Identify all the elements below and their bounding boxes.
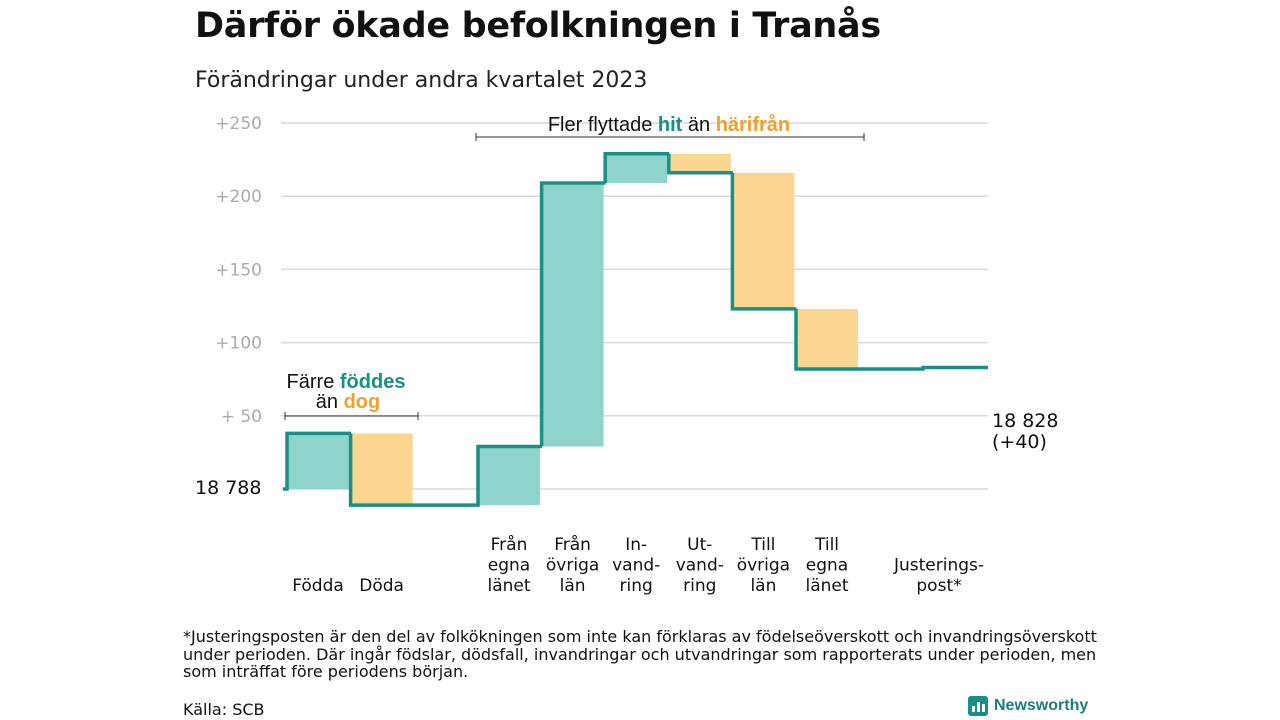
- x-axis-label: Ut-: [687, 535, 712, 555]
- x-axis-label: länet: [805, 576, 848, 596]
- x-axis-label: Till: [750, 535, 775, 555]
- waterfall-bar: [541, 183, 604, 447]
- waterfall-bar: [605, 153, 668, 184]
- x-axis-label: Till: [814, 535, 839, 555]
- x-axis-label: län: [560, 576, 586, 596]
- x-axis-label: övriga: [546, 556, 599, 576]
- annotations: Fler flyttade hit än härifrån Färre född…: [284, 113, 865, 420]
- x-axis-label: Från: [554, 534, 591, 555]
- waterfall-bar: [668, 153, 731, 173]
- brand-name: Newsworthy: [994, 697, 1089, 714]
- births-annotation-line2: än dog: [316, 391, 380, 413]
- x-axis-label: vand-: [612, 556, 660, 576]
- x-axis-label: Från: [491, 534, 528, 555]
- x-axis-label: egna: [806, 556, 848, 576]
- births-bracket: [284, 412, 419, 420]
- x-axis-label: Födda: [292, 576, 344, 596]
- brand: Newsworthy: [968, 696, 1088, 716]
- y-tick-label: +100: [215, 334, 262, 354]
- y-tick-label: + 50: [221, 407, 262, 427]
- end-value-label: 18 828: [992, 410, 1058, 432]
- waterfall-bars: [287, 153, 858, 506]
- x-axis-labels: Födda DödaFrånegnalänetFrånövrigalänIn-va…: [292, 534, 984, 596]
- births-annotation-line1: Färre föddes: [287, 371, 406, 393]
- x-axis-label: ring: [683, 576, 716, 596]
- footnote: *Justeringsposten är den del av folkökni…: [183, 627, 1097, 681]
- x-axis-label: vand-: [676, 556, 724, 576]
- x-axis-label: Döda: [359, 576, 404, 596]
- bar-chart-logo-icon: [968, 696, 988, 716]
- cumulative-line: [283, 151, 988, 507]
- cumulative-step-line: [283, 151, 988, 507]
- chart-subtitle: Förändringar under andra kvartalet 2023: [195, 68, 648, 93]
- y-tick-label: +250: [215, 114, 262, 134]
- end-change-label: (+40): [992, 431, 1047, 453]
- waterfall-chart: +250+200+150+100+ 50 Födda DödaFrånegnalä…: [195, 113, 1058, 596]
- chart-title: Därför ökade befolkningen i Tranås: [195, 6, 881, 46]
- x-axis-label: ring: [620, 576, 653, 596]
- x-axis-label: övriga: [737, 556, 790, 576]
- x-axis-label: egna: [488, 556, 530, 576]
- moves-bracket: [475, 133, 865, 141]
- y-tick-label: +200: [215, 187, 262, 207]
- y-axis-ticks: +250 +200 +150 +100 + 50: [215, 114, 262, 427]
- source-label: Källa: SCB: [183, 700, 265, 719]
- x-axis-label: post*: [916, 576, 961, 596]
- waterfall-bar: [478, 446, 540, 506]
- x-axis-label: länet: [487, 576, 530, 596]
- x-axis-label: In-: [625, 535, 647, 555]
- y-tick-label: +150: [215, 260, 262, 280]
- moves-annotation: Fler flyttade hit än härifrån: [548, 113, 790, 136]
- x-axis-label: Justerings-: [893, 556, 984, 576]
- waterfall-bar: [287, 433, 349, 489]
- baseline-population-label: 18 788: [195, 477, 261, 499]
- waterfall-bar: [732, 172, 795, 309]
- waterfall-bar: [350, 433, 413, 506]
- x-axis-label: län: [750, 576, 776, 596]
- waterfall-bar: [796, 308, 858, 369]
